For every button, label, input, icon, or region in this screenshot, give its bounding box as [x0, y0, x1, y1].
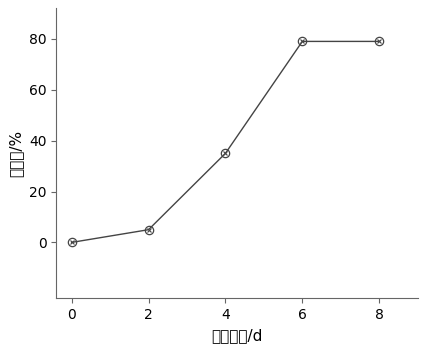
Y-axis label: 降解率/%: 降解率/%	[9, 130, 23, 177]
X-axis label: 降解时间/d: 降解时间/d	[211, 328, 263, 343]
